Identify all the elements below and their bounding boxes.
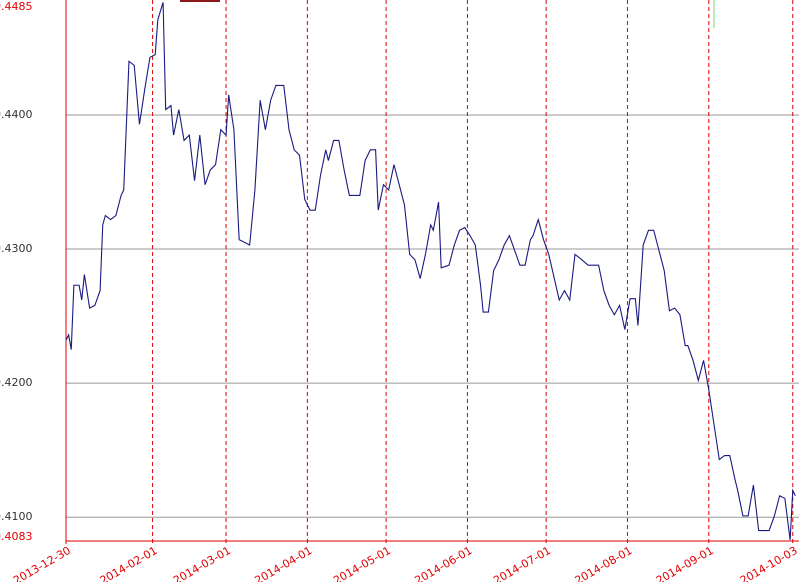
y-tick-label: 0.4200: [0, 376, 33, 389]
x-tick-label: 2014-08-01: [573, 544, 635, 582]
y-tick-label: 0.4300: [0, 242, 33, 255]
y-tick-label: 0.4083: [0, 530, 33, 543]
x-tick-label: 2014-05-01: [331, 544, 393, 582]
x-tick-label: 2014-04-01: [253, 544, 315, 582]
x-tick-label: 2013-12-30: [11, 544, 73, 582]
x-tick-label: 2014-02-01: [98, 544, 160, 582]
series-line: [65, 2, 796, 541]
x-tick-label: 2014-06-01: [413, 544, 475, 582]
y-tick-label: 0.4100: [0, 510, 33, 523]
x-tick-label: 2014-10-03: [738, 544, 799, 582]
x-tick-label: 2014-07-01: [491, 544, 553, 582]
x-tick-label: 2014-03-01: [171, 544, 233, 582]
y-tick-label: 0.4485: [0, 0, 33, 13]
y-tick-label: 0.4400: [0, 108, 33, 121]
x-tick-label: 2014-09-01: [654, 544, 716, 582]
top-marker: [180, 0, 220, 2]
